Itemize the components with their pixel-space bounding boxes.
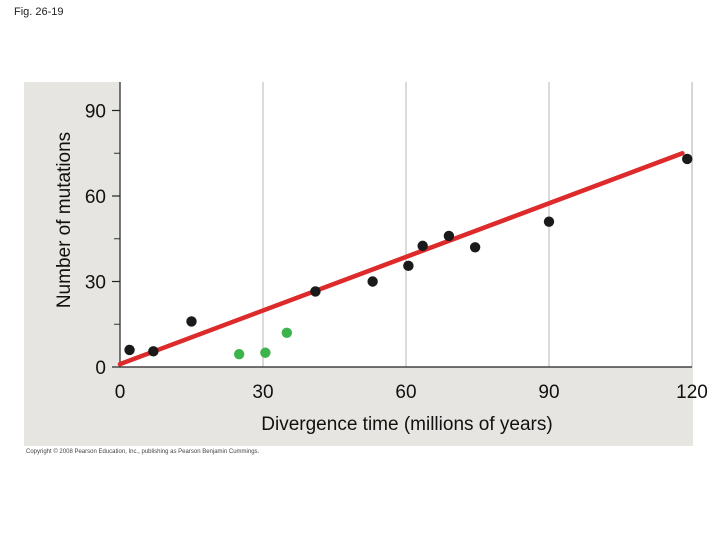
y-tick-label: 30: [85, 273, 106, 294]
figure-label: Fig. 26-19: [14, 6, 64, 18]
data-point: [469, 242, 481, 253]
y-tick-label: 90: [85, 102, 106, 123]
x-tick-label: 30: [252, 382, 273, 403]
x-tick-label: 120: [676, 382, 708, 403]
x-tick-label: 90: [538, 382, 559, 403]
data-point-green: [233, 348, 245, 360]
y-tick-label: 0: [95, 358, 106, 379]
data-point-green: [281, 327, 293, 338]
data-point: [417, 240, 428, 252]
y-axis-label: Number of mutations: [54, 132, 75, 308]
data-point: [124, 344, 135, 356]
copyright-notice: Copyright © 2008 Pearson Education, Inc.…: [26, 449, 260, 455]
data-point: [443, 230, 455, 242]
tick-labels: 0 30 60 90 0 30 60 90 120: [85, 102, 708, 404]
x-tick-label: 60: [395, 382, 416, 403]
data-point: [403, 260, 414, 272]
x-axis-label: Divergence time (millions of years): [261, 414, 552, 435]
axes: [112, 82, 692, 368]
x-tick-label: 0: [115, 382, 126, 403]
data-point: [310, 286, 321, 297]
data-point-green: [260, 347, 271, 358]
data-point: [186, 316, 197, 327]
trendline-layer: [117, 151, 685, 367]
y-tick-label: 60: [85, 187, 106, 208]
grid-lines: [114, 82, 693, 367]
data-point: [367, 276, 378, 287]
data-point: [682, 153, 693, 165]
trendline: [117, 151, 685, 367]
data-points: [124, 153, 693, 360]
data-point: [543, 216, 555, 227]
data-point: [148, 346, 159, 357]
